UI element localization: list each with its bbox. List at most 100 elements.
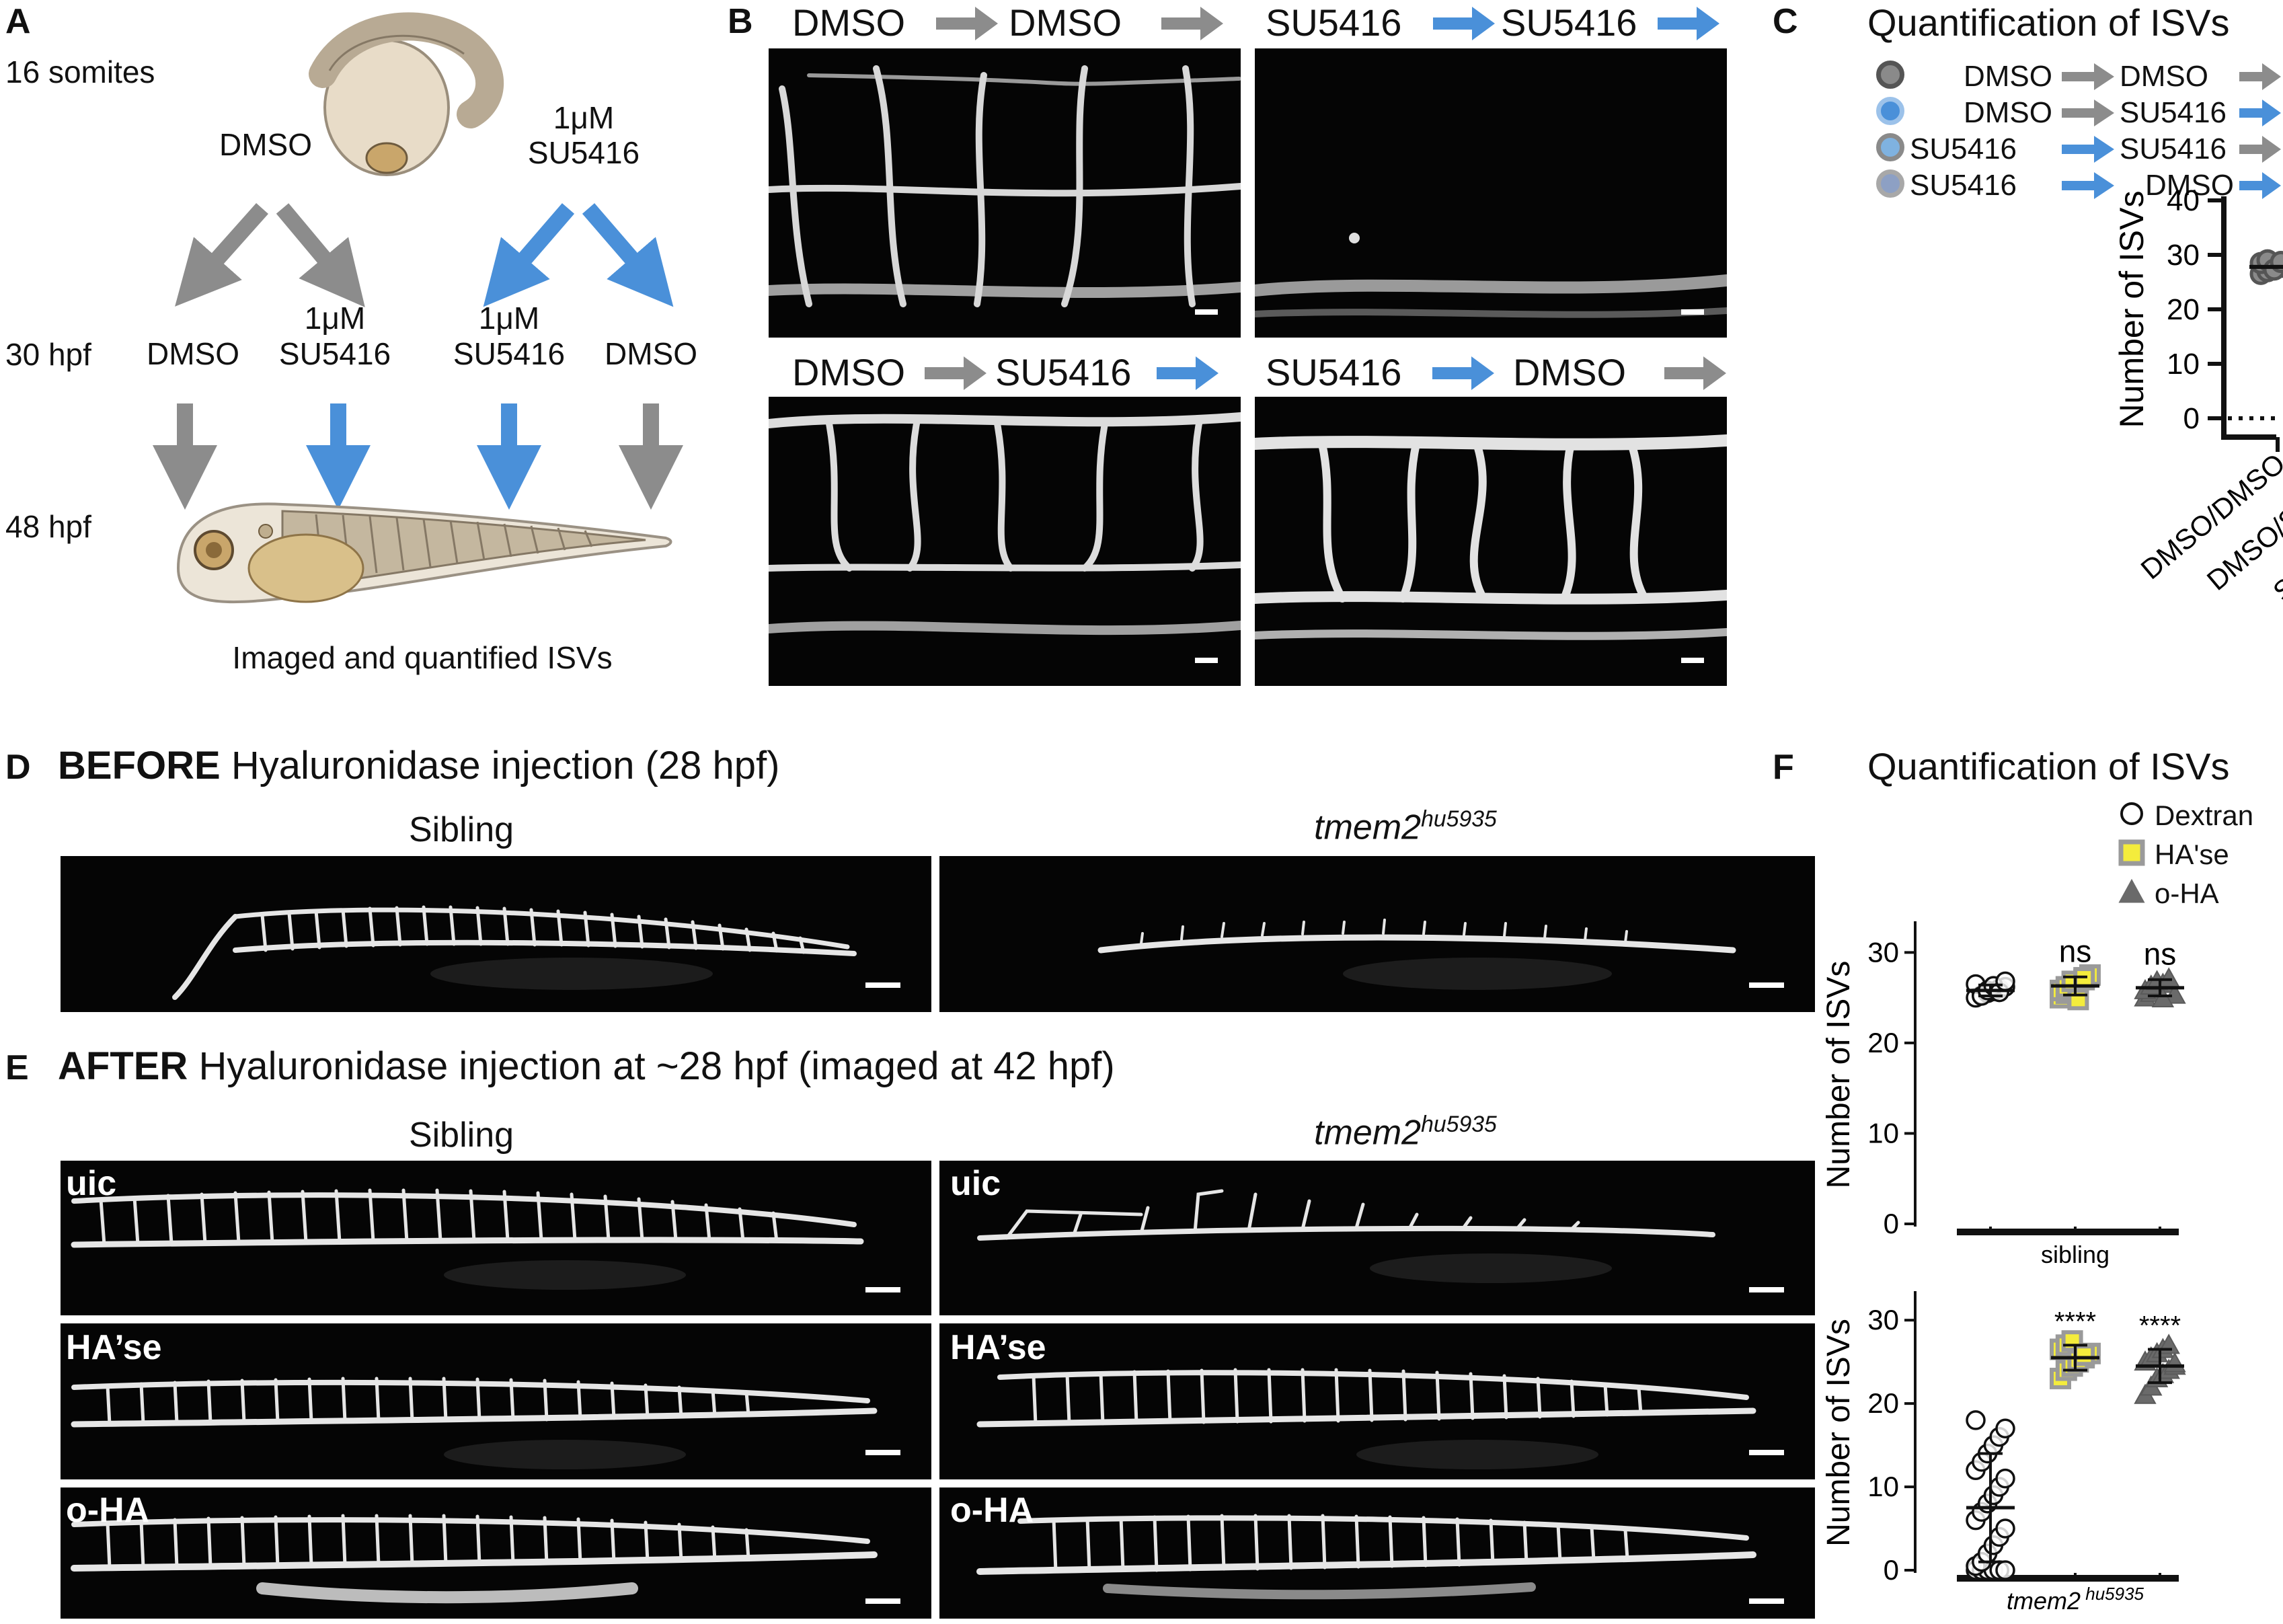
data-point — [1966, 1410, 1986, 1430]
significance-label: ns — [2059, 934, 2092, 969]
d-title-rest: Hyaluronidase injection (28 hpf) — [231, 744, 780, 787]
y-axis-label: Number of ISVs — [2113, 191, 2151, 428]
b-header-4-arrow-1 — [1432, 356, 1494, 390]
legend-3-second: SU5416 — [2120, 132, 2227, 165]
y-tick-label: 0 — [2183, 402, 2200, 435]
b-image-dmso-dmso — [769, 48, 1241, 338]
stage-30-hpf: 30 hpf — [5, 337, 91, 372]
data-point — [1995, 1560, 2015, 1580]
scale-bar — [1681, 309, 1704, 315]
legend-2-arrow — [2062, 100, 2114, 126]
level2-drug-3: SU5416 — [453, 336, 566, 371]
e-row-label-uic-mutant: uic — [950, 1164, 1001, 1203]
panel-d-label: D — [5, 748, 31, 787]
e-image-sibling-uic: uic — [61, 1161, 931, 1315]
y-tick-label: 30 — [1867, 1304, 1899, 1336]
legend-4-arrow — [2062, 172, 2114, 199]
b-header-4-arrow-2 — [1664, 356, 1726, 390]
branch-right-dose: 1μM — [553, 100, 615, 135]
scale-bar — [1749, 1287, 1784, 1292]
data-point — [2067, 989, 2089, 1011]
data-point — [1995, 1518, 2015, 1539]
e-col-mutant: tmem2hu5935 — [1314, 1112, 1497, 1153]
d-image-sibling — [61, 856, 931, 1012]
b-image-dmso-su5416 — [769, 397, 1241, 686]
legend-1-second: DMSO — [2120, 60, 2208, 93]
legend-3-first: SU5416 — [1910, 132, 2017, 165]
b-header-4-first: SU5416 — [1266, 351, 1402, 393]
y-tick-label: 0 — [1884, 1208, 1899, 1239]
e-image-mutant-hase: HA’se — [939, 1323, 1815, 1479]
data-point — [2163, 983, 2186, 1004]
e-row-label-oha-sibling: o-HA — [66, 1491, 150, 1530]
f-legend-hase: HA'se — [2155, 839, 2229, 870]
y-tick-label: 20 — [1867, 1027, 1899, 1058]
b-header-1-arrow-1 — [936, 7, 998, 40]
group-label: tmem2 hu5935 — [2007, 1584, 2144, 1615]
legend-4-first: SU5416 — [1910, 169, 2017, 202]
d-col-sibling: Sibling — [408, 810, 514, 849]
b-header-1-arrow-2 — [1161, 7, 1223, 40]
chart-f-tmem2: 0 10 20 30 Number of ISVs tmem2 hu5935 **** ***… — [1821, 1291, 2186, 1615]
significance-label: **** — [2054, 1307, 2096, 1336]
y-tick-label: 20 — [1867, 1387, 1899, 1419]
y-tick-label: 10 — [1867, 1471, 1899, 1502]
scale-bar — [1681, 658, 1704, 663]
e-row-label-oha-mutant: o-HA — [950, 1491, 1034, 1530]
e-title-bold: AFTER — [58, 1044, 188, 1088]
legend-marker-circle — [2120, 802, 2143, 825]
arrow-blue-1 — [483, 203, 575, 307]
level2-drug-1: DMSO — [147, 336, 239, 371]
e-row-label-uic-sibling: uic — [66, 1164, 117, 1203]
b-header-1-second: DMSO — [1009, 1, 1122, 44]
legend-3-arrow-2 — [2239, 136, 2281, 163]
larva-48-hpf-icon — [176, 502, 672, 604]
level2-dose-3: 1μM — [478, 301, 540, 336]
legend-1-arrow — [2062, 63, 2114, 90]
scale-bar — [865, 1287, 900, 1292]
scale-bar — [865, 982, 900, 988]
panel-a-caption: Imaged and quantified ISVs — [232, 640, 613, 675]
legend-2-first: DMSO — [1964, 96, 2052, 129]
scale-bar — [1749, 982, 1784, 988]
scale-bar — [1195, 658, 1218, 663]
data-point — [2151, 987, 2175, 1007]
data-point — [1995, 971, 2015, 992]
arrow-gray-2 — [276, 203, 365, 307]
legend-marker-triangle — [2118, 878, 2145, 903]
e-image-mutant-oha: o-HA — [939, 1487, 1815, 1619]
panel-b-label: B — [728, 2, 753, 41]
chart-f-sibling: 0 10 20 30 Number of ISVs sibling ns ns — [1821, 921, 2186, 1268]
y-axis-label: Number of ISVs — [1821, 961, 1857, 1189]
f-legend: Dextran HA'se o-HA — [2118, 798, 2283, 919]
panel-e-label: E — [5, 1048, 29, 1087]
arrow-blue-2 — [582, 203, 674, 307]
group-label: sibling — [2041, 1241, 2110, 1268]
legend-4-second: DMSO — [2145, 169, 2234, 202]
e-image-sibling-hase: HA’se — [61, 1323, 931, 1479]
level2-dose-2: 1μM — [304, 301, 366, 336]
scale-bar — [865, 1450, 900, 1455]
d-title-bold: BEFORE — [58, 744, 221, 787]
panel-c-label: C — [1773, 2, 1798, 41]
legend-2-second: SU5416 — [2120, 96, 2227, 129]
e-col-sibling: Sibling — [408, 1116, 514, 1155]
legend-marker-4 — [1876, 169, 1904, 198]
y-tick-label: 0 — [1884, 1554, 1899, 1586]
scale-bar — [865, 1598, 900, 1604]
f-legend-oha: o-HA — [2155, 878, 2219, 909]
protocol-schematic — [153, 12, 683, 604]
panel-f-label: F — [1773, 748, 1794, 787]
y-axis-label: Number of ISVs — [1821, 1319, 1857, 1547]
d-image-mutant — [939, 856, 1815, 1012]
data-point — [2073, 1344, 2095, 1366]
f-legend-dextran: Dextran — [2155, 800, 2254, 831]
e-title: AFTER Hyaluronidase injection at ~28 hpf… — [58, 1047, 1115, 1086]
arrow-gray-1 — [175, 203, 268, 307]
b-header-2-first: SU5416 — [1266, 1, 1402, 44]
legend-1-first: DMSO — [1964, 60, 2052, 93]
branch-right-drug: SU5416 — [527, 135, 640, 170]
legend-3-arrow — [2062, 136, 2114, 163]
